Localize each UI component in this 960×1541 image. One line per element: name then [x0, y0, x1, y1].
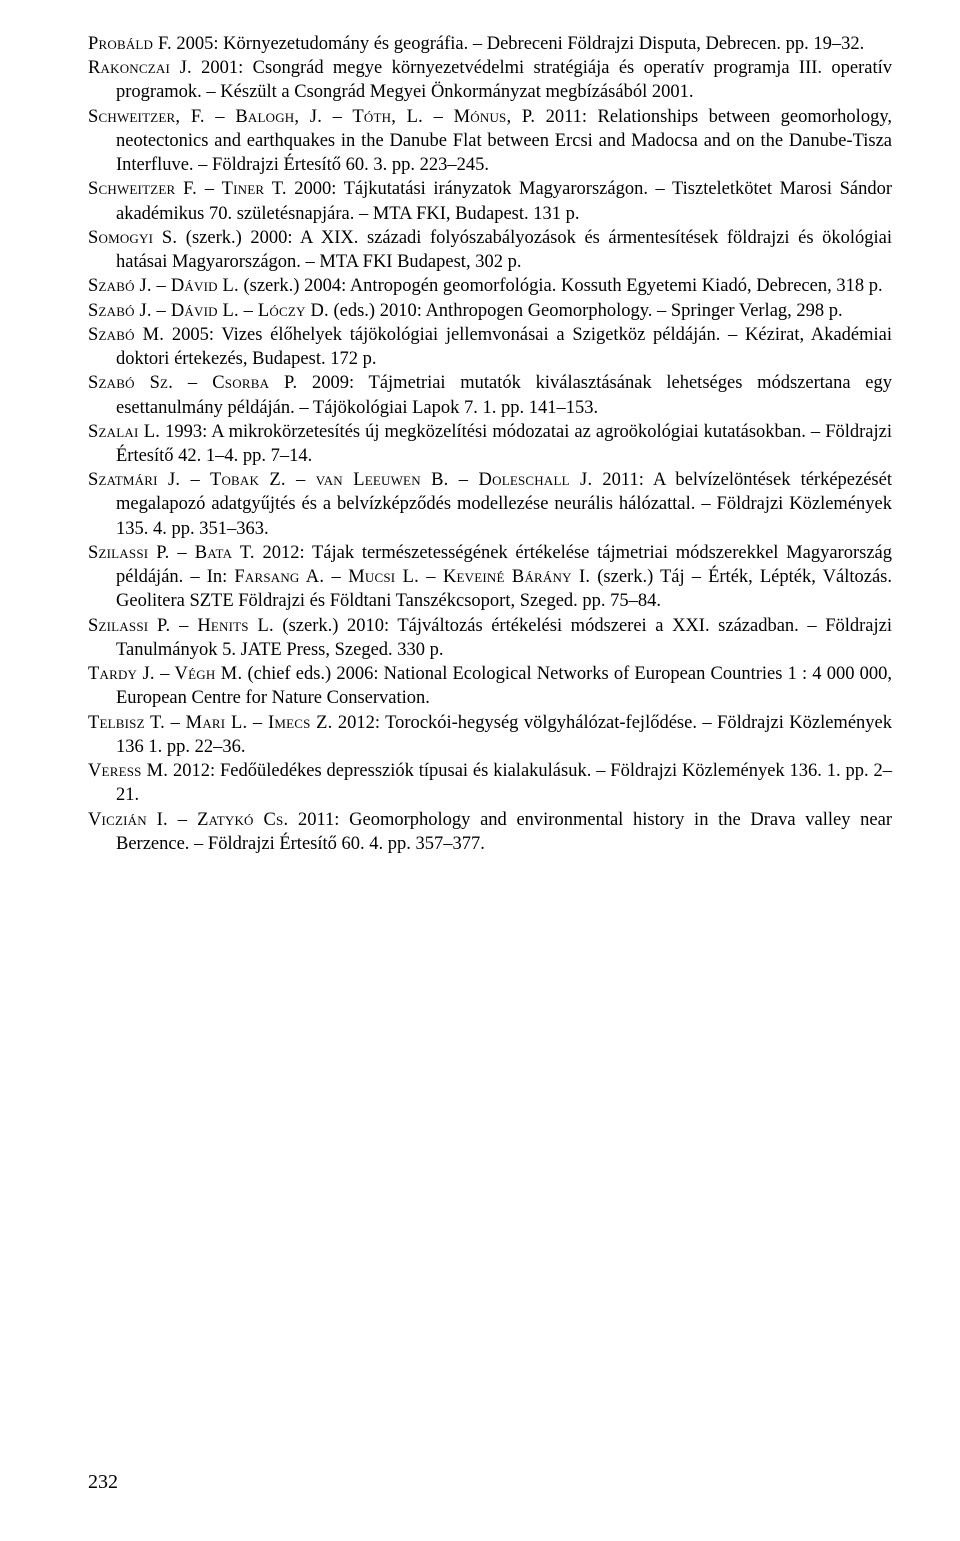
ref-text: 2012: Fedőüledékes depressziók típusai é…: [116, 761, 892, 805]
ref-authors: Schweitzer, F. – Balogh, J. – Tóth, L. –…: [88, 107, 535, 127]
reference-item: Szabó J. – Dávid L. – Lóczy D. (eds.) 20…: [88, 299, 892, 323]
ref-authors: Szabó J. – Dávid L. – Lóczy D.: [88, 301, 329, 321]
ref-authors: Rakonczai J.: [88, 58, 192, 78]
ref-authors: Szabó Sz. – Csorba P.: [88, 373, 297, 393]
ref-text: 1993: A mikrokörzetesítés új megközelíté…: [116, 422, 892, 466]
reference-item: Telbisz T. – Mari L. – Imecs Z. 2012: To…: [88, 711, 892, 759]
ref-authors: Tardy J. – Végh M.: [88, 664, 242, 684]
reference-item: Veress M. 2012: Fedőüledékes depressziók…: [88, 759, 892, 807]
ref-text: (szerk.) 2004: Antropogén geomorfológia.…: [239, 276, 883, 296]
reference-item: Szilassi P. – Henits L. (szerk.) 2010: T…: [88, 614, 892, 662]
reference-item: Szabó J. – Dávid L. (szerk.) 2004: Antro…: [88, 274, 892, 298]
reference-item: Schweitzer F. – Tiner T. 2000: Tájkutatá…: [88, 177, 892, 225]
ref-authors: Somogyi S.: [88, 228, 177, 248]
reference-item: Szilassi P. – Bata T. 2012: Tájak termés…: [88, 541, 892, 614]
ref-authors: Szilassi P. – Bata T.: [88, 543, 255, 563]
ref-text: 2001: Csongrád megye környezetvédelmi st…: [116, 58, 892, 102]
ref-text: 2005: Vizes élőhelyek tájökológiai jelle…: [116, 325, 892, 369]
reference-item: Probáld F. 2005: Környezetudomány és geo…: [88, 32, 892, 56]
ref-authors: Szilassi P. – Henits L.: [88, 616, 274, 636]
ref-authors: Schweitzer F. – Tiner T.: [88, 179, 287, 199]
page-number: 232: [88, 1469, 118, 1495]
ref-authors: Probáld F.: [88, 34, 172, 54]
ref-authors: Veress M.: [88, 761, 168, 781]
ref-text: 2005: Környezetudomány és geográfia. – D…: [172, 34, 865, 54]
ref-authors-secondary: Farsang A. – Mucsi L. – Keveiné Bárány I…: [234, 567, 590, 587]
ref-authors: Viczián I. – Zatykó Cs.: [88, 810, 288, 830]
page-root: Probáld F. 2005: Környezetudomány és geo…: [0, 0, 960, 1541]
reference-item: Somogyi S. (szerk.) 2000: A XIX. századi…: [88, 226, 892, 274]
ref-text: (szerk.) 2000: A XIX. századi folyószabá…: [116, 228, 892, 272]
reference-item: Viczián I. – Zatykó Cs. 2011: Geomorphol…: [88, 808, 892, 856]
reference-item: Schweitzer, F. – Balogh, J. – Tóth, L. –…: [88, 105, 892, 178]
reference-item: Szabó M. 2005: Vizes élőhelyek tájökológ…: [88, 323, 892, 371]
reference-item: Rakonczai J. 2001: Csongrád megye környe…: [88, 56, 892, 104]
reference-item: Szatmári J. – Tobak Z. – van Leeuwen B. …: [88, 468, 892, 541]
ref-authors: Szabó J. – Dávid L.: [88, 276, 239, 296]
reference-item: Tardy J. – Végh M. (chief eds.) 2006: Na…: [88, 662, 892, 710]
reference-item: Szalai L. 1993: A mikrokörzetesítés új m…: [88, 420, 892, 468]
ref-text: (eds.) 2010: Anthropogen Geomorphology. …: [329, 301, 843, 321]
ref-authors: Szatmári J. – Tobak Z. – van Leeuwen B. …: [88, 470, 592, 490]
ref-authors: Szabó M.: [88, 325, 164, 345]
ref-authors: Szalai L.: [88, 422, 160, 442]
ref-authors: Telbisz T. – Mari L. – Imecs Z.: [88, 713, 332, 733]
reference-item: Szabó Sz. – Csorba P. 2009: Tájmetriai m…: [88, 371, 892, 419]
